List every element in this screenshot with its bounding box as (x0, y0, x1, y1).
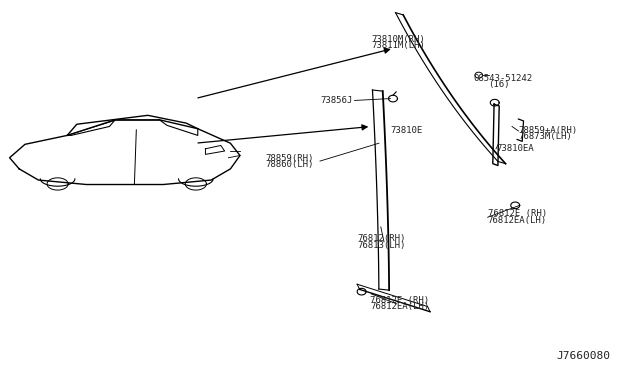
Text: 73810E: 73810E (390, 126, 422, 135)
Text: 76873M(LH): 76873M(LH) (518, 132, 572, 141)
Text: 73856J: 73856J (320, 96, 352, 105)
Text: 76812EA(LH): 76812EA(LH) (370, 302, 429, 311)
Text: 73811M(LH): 73811M(LH) (371, 41, 425, 50)
Text: 78860(LH): 78860(LH) (266, 160, 314, 169)
Text: J7660080: J7660080 (557, 352, 611, 361)
Text: 73810EA: 73810EA (496, 144, 534, 153)
Text: 78859+A(RH): 78859+A(RH) (518, 126, 577, 135)
Text: 76812E (RH): 76812E (RH) (370, 296, 429, 305)
Text: 08543-51242: 08543-51242 (474, 74, 532, 83)
Text: 73810M(RH): 73810M(RH) (371, 35, 425, 44)
Text: (16): (16) (488, 80, 509, 89)
Text: 78859(RH): 78859(RH) (266, 154, 314, 163)
Text: 76813(LH): 76813(LH) (357, 241, 406, 250)
Text: 76812(RH): 76812(RH) (357, 234, 406, 243)
Text: 76812EA(LH): 76812EA(LH) (488, 216, 547, 225)
Text: 76812E (RH): 76812E (RH) (488, 209, 547, 218)
